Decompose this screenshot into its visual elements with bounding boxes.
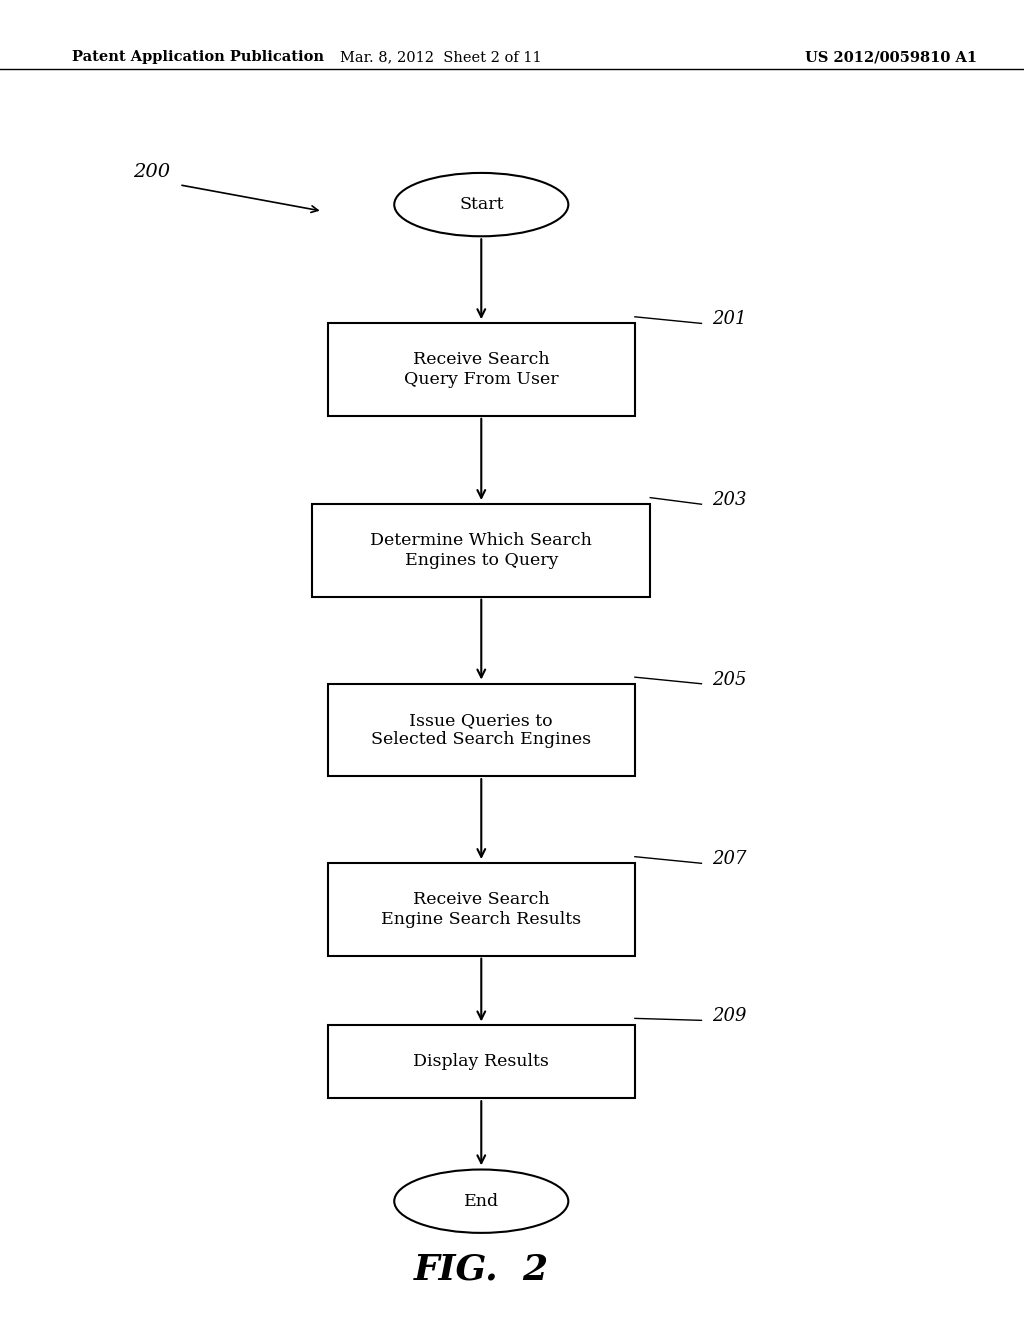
Text: 205: 205 bbox=[712, 671, 746, 689]
Text: Receive Search
Query From User: Receive Search Query From User bbox=[403, 351, 559, 388]
Text: 200: 200 bbox=[133, 162, 170, 181]
Text: 207: 207 bbox=[712, 850, 746, 869]
Text: Start: Start bbox=[459, 197, 504, 213]
Text: Receive Search
Engine Search Results: Receive Search Engine Search Results bbox=[381, 891, 582, 928]
Text: US 2012/0059810 A1: US 2012/0059810 A1 bbox=[805, 50, 977, 65]
Text: 203: 203 bbox=[712, 491, 746, 510]
Text: Issue Queries to
Selected Search Engines: Issue Queries to Selected Search Engines bbox=[372, 711, 591, 748]
Text: Patent Application Publication: Patent Application Publication bbox=[72, 50, 324, 65]
Text: End: End bbox=[464, 1193, 499, 1209]
Text: Determine Which Search
Engines to Query: Determine Which Search Engines to Query bbox=[371, 532, 592, 569]
Text: FIG.  2: FIG. 2 bbox=[414, 1253, 549, 1287]
Text: Mar. 8, 2012  Sheet 2 of 11: Mar. 8, 2012 Sheet 2 of 11 bbox=[340, 50, 541, 65]
Text: 201: 201 bbox=[712, 310, 746, 329]
Text: Display Results: Display Results bbox=[414, 1053, 549, 1069]
Text: 209: 209 bbox=[712, 1007, 746, 1026]
